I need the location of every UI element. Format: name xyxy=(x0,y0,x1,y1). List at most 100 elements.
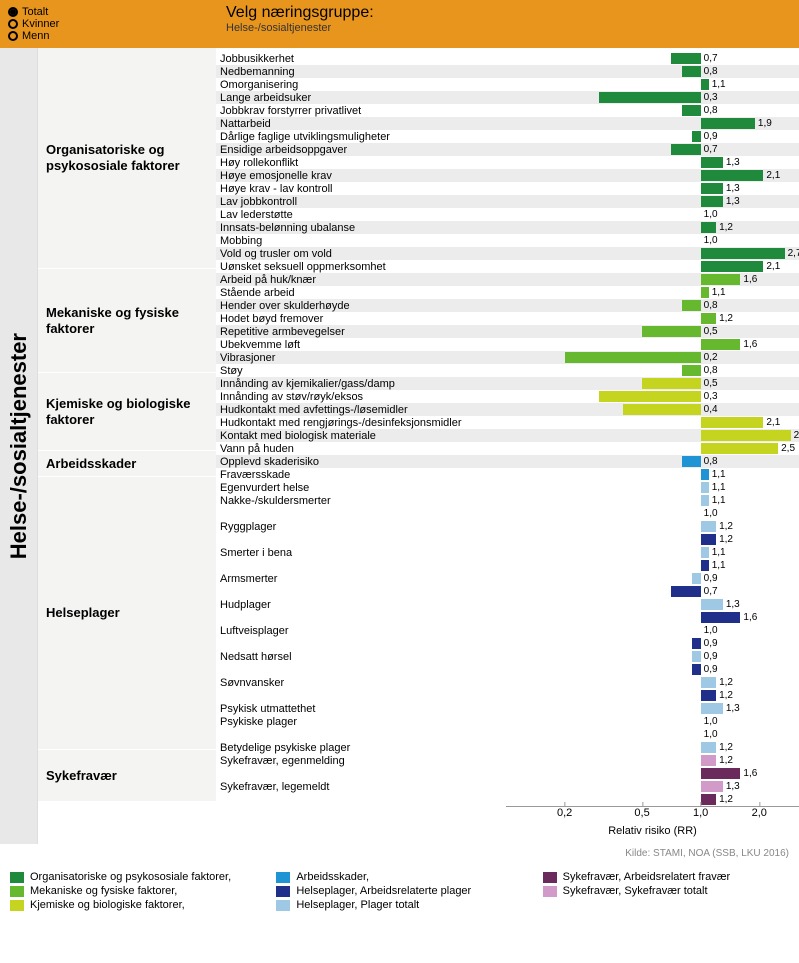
chart-row: 1,1 xyxy=(216,559,799,572)
chart-row: Jobbusikkerhet 0,7 xyxy=(216,52,799,65)
row-label: Opplevd skaderisiko xyxy=(216,456,506,468)
row-label: Psykisk utmattethet xyxy=(216,703,506,715)
bar-value: 1,3 xyxy=(726,182,740,195)
chart-row: Luftveisplager1,0 xyxy=(216,624,799,637)
legend-item: Arbeidsskader, xyxy=(276,871,522,883)
chart-row: Kontakt med biologisk materiale2,9 xyxy=(216,429,799,442)
row-label: Uønsket seksuell oppmerksomhet xyxy=(216,261,506,273)
chart-row: Hudkontakt med avfettings-/løsemidler0,4 xyxy=(216,403,799,416)
chart-row: Egenvurdert helse1,1 xyxy=(216,481,799,494)
bar xyxy=(701,690,716,701)
bar-value: 1,6 xyxy=(743,273,757,286)
bar-value: 1,6 xyxy=(743,611,757,624)
bar-value: 2,7 xyxy=(788,247,799,260)
bar-zone: 1,1 xyxy=(506,494,799,507)
bar xyxy=(701,781,723,792)
row-label: Ubekvemme løft xyxy=(216,339,506,351)
bar-value: 1,2 xyxy=(719,221,733,234)
category-label: Kjemiske og biologiske faktorer xyxy=(38,373,216,451)
bar-zone: 1,0 xyxy=(506,234,799,247)
bar-value: 1,3 xyxy=(726,598,740,611)
chart: Helse-/sosialtjenester Organisatoriske o… xyxy=(0,48,799,844)
bar-value: 1,0 xyxy=(704,234,718,247)
bar xyxy=(692,664,701,675)
bars-area: Jobbusikkerhet0,7Nedbemanning0,8Omorgani… xyxy=(216,48,799,844)
chart-row: 1,6 xyxy=(216,611,799,624)
bar xyxy=(701,547,709,558)
bar-zone: 1,1 xyxy=(506,78,799,91)
bar-zone: 0,8 xyxy=(506,364,799,377)
bar xyxy=(701,118,755,129)
bar-zone: 1,2 xyxy=(506,741,799,754)
legend: Organisatoriske og psykososiale faktorer… xyxy=(0,863,799,927)
chart-row: Opplevd skaderisiko 0,8 xyxy=(216,455,799,468)
row-label: Hudkontakt med avfettings-/løsemidler xyxy=(216,404,506,416)
bar-zone: 1,1 xyxy=(506,286,799,299)
legend-item: Sykefravær, Arbeidsrelatert fravær xyxy=(543,871,789,883)
legend-item: Organisatoriske og psykososiale faktorer… xyxy=(10,871,256,883)
row-label: Arbeid på huk/knær xyxy=(216,274,506,286)
bar xyxy=(701,521,716,532)
bar-value: 1,2 xyxy=(719,520,733,533)
bar-zone: 0,8 xyxy=(506,455,799,468)
row-label: Luftveisplager xyxy=(216,625,506,637)
legend-label: Helseplager, Arbeidsrelaterte plager xyxy=(296,885,471,897)
chart-row: Høye krav - lav kontroll1,3 xyxy=(216,182,799,195)
title-panel: Velg næringsgruppe: Helse-/sosialtjenest… xyxy=(216,0,799,48)
bar-zone: 1,6 xyxy=(506,338,799,351)
chart-row: 1,2 xyxy=(216,533,799,546)
radio-totalt[interactable]: Totalt xyxy=(8,6,208,18)
bar-zone: 1,0 xyxy=(506,728,799,741)
subtitle: Helse-/sosialtjenester xyxy=(226,22,789,34)
row-label: Sykefravær, egenmelding xyxy=(216,755,506,767)
bar-zone: 0,9 xyxy=(506,572,799,585)
bar-value: 1,0 xyxy=(704,715,718,728)
bar-value: 0,7 xyxy=(704,52,718,65)
bar-value: 1,3 xyxy=(726,195,740,208)
bar-value: 0,8 xyxy=(704,104,718,117)
bar-value: 0,2 xyxy=(704,351,718,364)
radio-kvinner[interactable]: Kvinner xyxy=(8,18,208,30)
category-label: Sykefravær xyxy=(38,750,216,802)
row-label: Vold og trusler om vold xyxy=(216,248,506,260)
bar-value: 0,8 xyxy=(704,65,718,78)
bar-zone: 2,9 xyxy=(506,429,799,442)
row-label: Kontakt med biologisk materiale xyxy=(216,430,506,442)
bar-value: 1,0 xyxy=(704,507,718,520)
legend-swatch xyxy=(543,872,557,883)
bar-value: 0,8 xyxy=(704,455,718,468)
bar xyxy=(623,404,700,415)
bar-value: 0,5 xyxy=(704,325,718,338)
row-label: Betydelige psykiske plager xyxy=(216,742,506,754)
bar-value: 1,9 xyxy=(758,117,772,130)
row-label: Jobbusikkerhet xyxy=(216,53,506,65)
radio-menn[interactable]: Menn xyxy=(8,30,208,42)
row-label: Høye emosjonelle krav xyxy=(216,170,506,182)
legend-swatch xyxy=(543,886,557,897)
bar xyxy=(701,742,716,753)
row-label: Mobbing xyxy=(216,235,506,247)
bar-value: 1,3 xyxy=(726,156,740,169)
bar-value: 1,3 xyxy=(726,702,740,715)
row-label: Innånding av støv/røyk/eksos xyxy=(216,391,506,403)
bar xyxy=(701,443,778,454)
bar-value: 1,1 xyxy=(712,559,726,572)
bar xyxy=(671,586,701,597)
bar-zone: 0,9 xyxy=(506,650,799,663)
row-label: Innsats-belønning ubalanse xyxy=(216,222,506,234)
bar-value: 1,2 xyxy=(719,754,733,767)
radio-label: Kvinner xyxy=(22,18,59,30)
bar-value: 0,9 xyxy=(704,663,718,676)
bar xyxy=(701,482,709,493)
radio-icon xyxy=(8,7,18,17)
chart-row: Sykefravær, egenmelding 1,2 xyxy=(216,754,799,767)
chart-row: 0,9 xyxy=(216,637,799,650)
bar-zone: 1,3 xyxy=(506,780,799,793)
bar xyxy=(682,456,701,467)
row-label: Jobbkrav forstyrrer privatlivet xyxy=(216,105,506,117)
row-label: Dårlige faglige utviklingsmuligheter xyxy=(216,131,506,143)
chart-row: Betydelige psykiske plager1,2 xyxy=(216,741,799,754)
axis-tick: 2,0 xyxy=(752,807,767,819)
bar xyxy=(701,794,716,805)
legend-item: Helseplager, Plager totalt xyxy=(276,899,522,911)
